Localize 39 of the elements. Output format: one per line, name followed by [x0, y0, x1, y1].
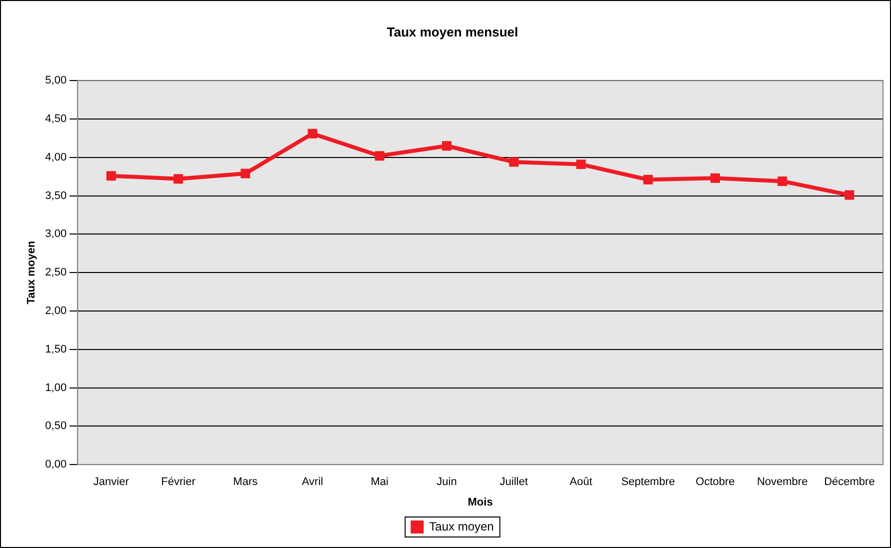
- legend-label: Taux moyen: [429, 519, 494, 534]
- y-tick-label: 0,50: [45, 420, 67, 432]
- x-tick-label: Août: [570, 476, 592, 488]
- y-tick-label: 1,50: [45, 343, 67, 356]
- point: [308, 128, 318, 138]
- x-tick-label: Novembre: [756, 476, 808, 488]
- point: [374, 151, 384, 161]
- point: [844, 190, 854, 200]
- y-tick-label: 4,50: [45, 113, 67, 126]
- point: [778, 176, 788, 186]
- point: [174, 174, 184, 184]
- point: [576, 160, 586, 170]
- point: [710, 173, 720, 183]
- y-tick-label: 3,50: [45, 190, 67, 202]
- point: [509, 157, 519, 167]
- chart-title: Taux moyen mensuel: [386, 24, 518, 40]
- x-tick-label: Mai: [370, 476, 388, 488]
- y-tick-label: 1,00: [45, 382, 67, 394]
- y-tick-label: 4,00: [45, 151, 67, 164]
- x-tick-label: Mars: [233, 476, 258, 488]
- point: [106, 171, 116, 181]
- point: [442, 141, 452, 151]
- y-tick-label: 2,50: [45, 266, 67, 279]
- x-tick-label: Octobre: [696, 476, 735, 488]
- y-tick-label: 2,00: [45, 305, 67, 318]
- y-tick-label: 3,00: [45, 228, 67, 240]
- y-tick-label: 5,00: [45, 74, 67, 87]
- point: [240, 168, 250, 178]
- x-tick-label: Septembre: [621, 476, 675, 488]
- y-tick-label: 0,00: [45, 458, 67, 471]
- x-tick-label: Juin: [436, 476, 457, 488]
- x-tick-label: Janvier: [93, 476, 130, 488]
- point: [643, 174, 653, 184]
- x-tick-label: Février: [161, 476, 196, 488]
- x-tick-label: Avril: [302, 476, 324, 488]
- x-axis-title: Mois: [468, 496, 493, 508]
- x-tick-label: Juillet: [500, 476, 528, 488]
- x-tick-label: Décembre: [824, 476, 875, 488]
- y-axis-title: Taux moyen: [26, 240, 38, 304]
